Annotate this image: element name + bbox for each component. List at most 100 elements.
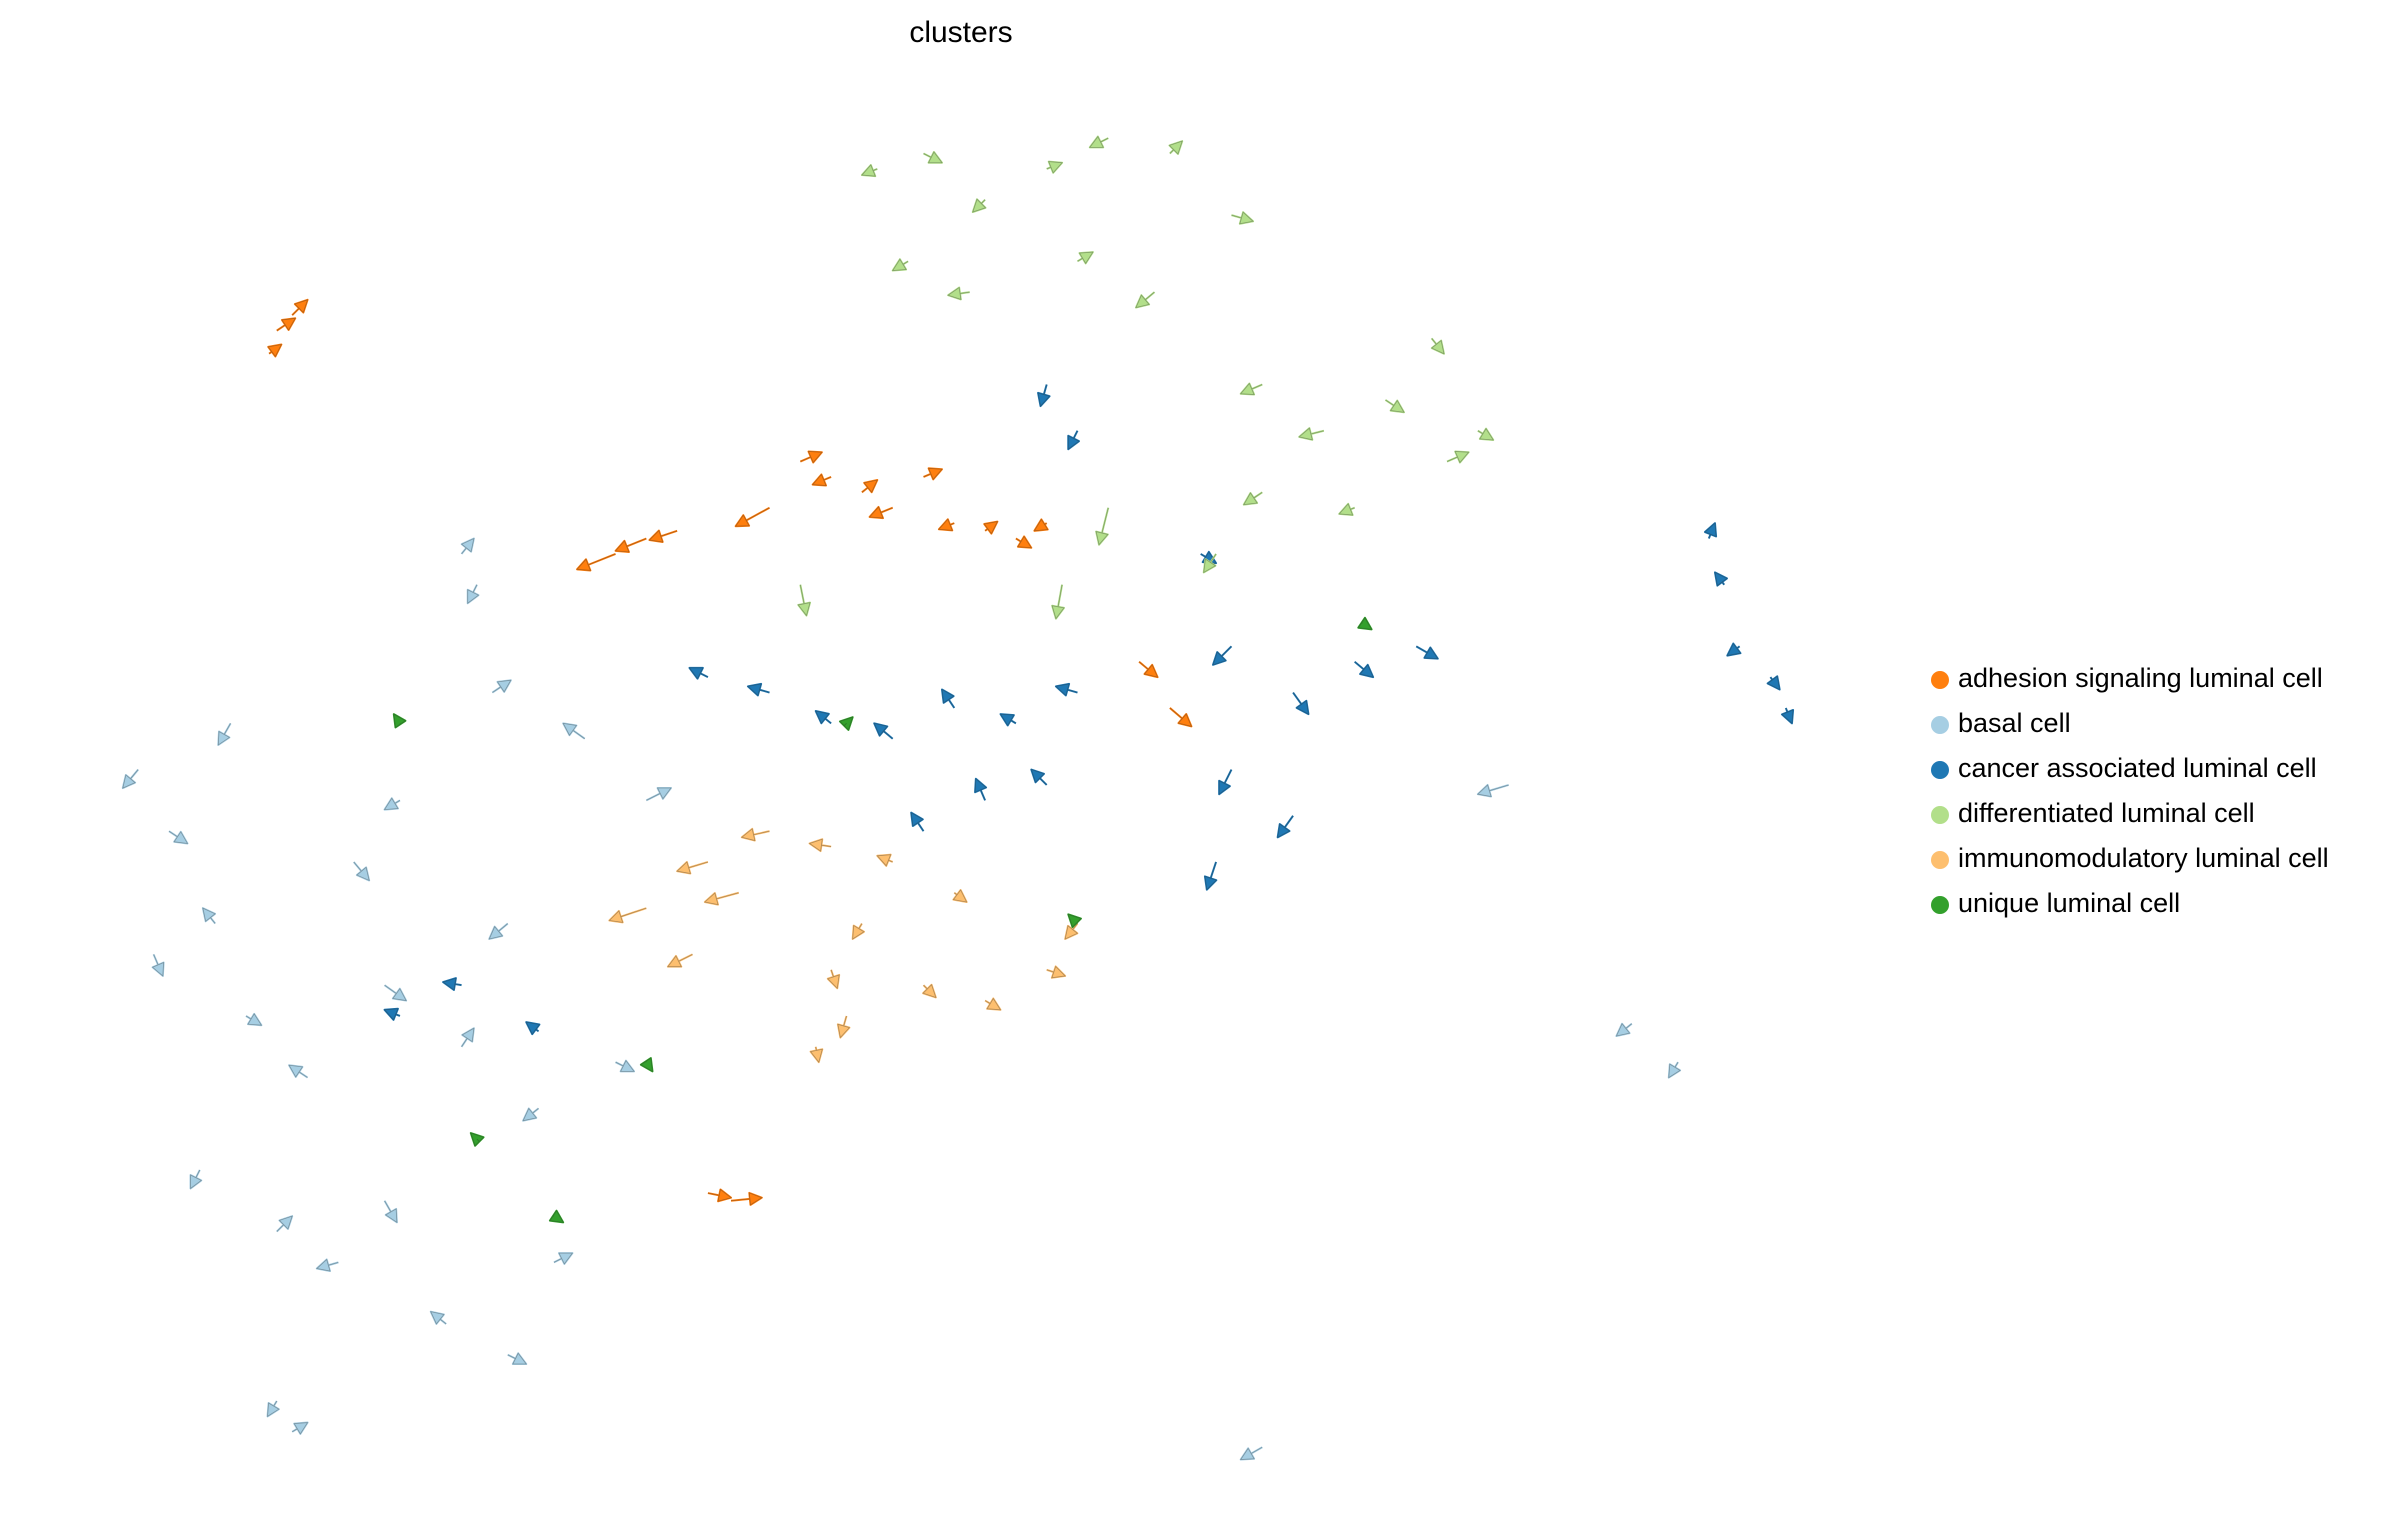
velocity-arrow-edge	[1431, 338, 1445, 355]
velocity-arrow-edge	[1218, 769, 1232, 795]
velocity-arrow	[522, 1107, 540, 1122]
velocity-arrow	[910, 811, 925, 832]
velocity-arrow	[836, 1015, 851, 1039]
velocity-arrow-edge	[747, 683, 770, 697]
velocity-arrow	[548, 1209, 565, 1224]
velocity-arrow	[1667, 1061, 1682, 1079]
velocity-arrow	[1211, 645, 1233, 666]
velocity-arrow-edge	[1615, 1023, 1633, 1037]
velocity-arrow	[1242, 491, 1263, 506]
velocity-arrow-edge	[703, 892, 739, 906]
velocity-arrow-edge	[876, 854, 893, 867]
velocity-arrow-edge	[648, 529, 678, 543]
velocity-arrow-edge	[393, 713, 407, 729]
velocity-arrow-edge	[974, 777, 987, 801]
velocity-arrow	[676, 860, 709, 875]
velocity-arrow	[1138, 660, 1159, 679]
velocity-arrow-edge	[640, 1057, 653, 1073]
velocity-arrow-edge	[873, 722, 893, 740]
velocity-arrow	[1231, 211, 1255, 225]
velocity-arrow	[746, 682, 770, 697]
velocity-arrow	[442, 977, 462, 991]
velocity-arrow	[923, 151, 943, 164]
velocity-arrow-edge	[1231, 211, 1254, 225]
velocity-arrow-edge	[1277, 815, 1294, 839]
velocity-arrow	[562, 722, 586, 740]
velocity-arrow-edge	[461, 1027, 475, 1047]
velocity-arrow	[952, 888, 968, 903]
velocity-arrow-edge	[470, 1132, 485, 1147]
velocity-arrow	[873, 722, 894, 740]
velocity-arrow-edge	[151, 954, 165, 977]
velocity-arrow	[201, 907, 217, 925]
velocity-arrow	[639, 1057, 654, 1073]
velocity-arrow	[666, 953, 693, 968]
velocity-arrow	[383, 1007, 401, 1021]
velocity-arrow-edge	[797, 584, 811, 617]
legend-swatch	[1931, 896, 1949, 914]
velocity-arrow	[1780, 707, 1795, 725]
velocity-arrow	[429, 1310, 447, 1325]
velocity-arrow-edge	[1357, 616, 1373, 630]
velocity-arrow-edge	[809, 1046, 823, 1064]
velocity-arrow	[266, 1400, 280, 1418]
velocity-arrow	[1354, 660, 1375, 679]
velocity-arrow-edge	[1477, 427, 1495, 441]
velocity-arrow-edge	[245, 1013, 263, 1026]
velocity-arrow	[826, 969, 841, 990]
velocity-arrow-edge	[1030, 768, 1047, 786]
velocity-arrow-edge	[1077, 251, 1094, 265]
velocity-arrow	[1726, 642, 1742, 657]
chart-title: clusters	[909, 16, 1012, 49]
velocity-arrow	[525, 1021, 541, 1036]
velocity-arrow-edge	[615, 1059, 635, 1072]
velocity-arrow-edge	[168, 830, 189, 844]
velocity-arrow-edge	[492, 679, 512, 693]
velocity-arrow	[974, 777, 988, 801]
velocity-arrow	[1446, 450, 1470, 464]
velocity-arrow	[189, 1169, 203, 1190]
velocity-arrow-edge	[1714, 571, 1728, 587]
velocity-arrow	[460, 537, 475, 555]
velocity-arrow	[168, 830, 189, 845]
legend-label: immunomodulatory luminal cell	[1958, 843, 2329, 873]
velocity-arrow-edge	[910, 811, 924, 832]
velocity-arrow-edge	[1095, 507, 1109, 546]
velocity-arrow	[1168, 140, 1184, 155]
velocity-arrow-edge	[1089, 135, 1109, 148]
velocity-arrow	[1067, 913, 1082, 929]
velocity-arrow-edge	[947, 286, 970, 301]
velocity-arrow-edge	[384, 984, 407, 1002]
velocity-arrow	[608, 907, 647, 924]
velocity-arrow	[315, 1258, 339, 1273]
velocity-arrow	[276, 317, 297, 332]
velocity-arrow-edge	[800, 451, 823, 464]
velocity-arrow	[1067, 430, 1080, 451]
velocity-arrow	[860, 164, 878, 178]
velocity-arrow	[645, 787, 672, 802]
velocity-arrow-edge	[442, 977, 462, 991]
velocity-arrow	[1218, 769, 1233, 796]
velocity-arrow-edge	[1239, 1446, 1263, 1460]
velocity-arrow	[1203, 861, 1218, 891]
velocity-arrow-edge	[1055, 683, 1078, 697]
velocity-arrow-edge	[1298, 427, 1324, 441]
velocity-arrow	[734, 506, 771, 528]
velocity-arrow-edge	[984, 997, 1002, 1011]
velocity-arrow-edge	[861, 164, 878, 177]
velocity-arrow-edge	[972, 198, 987, 213]
velocity-arrow-edge	[430, 1311, 447, 1325]
velocity-arrow-edge	[1204, 861, 1218, 891]
velocity-arrow	[1298, 427, 1325, 441]
velocity-arrow-edge	[861, 479, 879, 493]
velocity-arrow	[1476, 783, 1509, 798]
velocity-arrow-edge	[190, 1169, 203, 1190]
velocity-arrow	[383, 1200, 398, 1224]
velocity-arrow	[1135, 291, 1156, 309]
velocity-arrow-edge	[839, 716, 854, 731]
velocity-arrow	[288, 1064, 309, 1079]
velocity-arrow-edge	[808, 838, 832, 852]
velocity-arrow-edge	[740, 828, 770, 842]
velocity-arrow	[740, 827, 770, 842]
